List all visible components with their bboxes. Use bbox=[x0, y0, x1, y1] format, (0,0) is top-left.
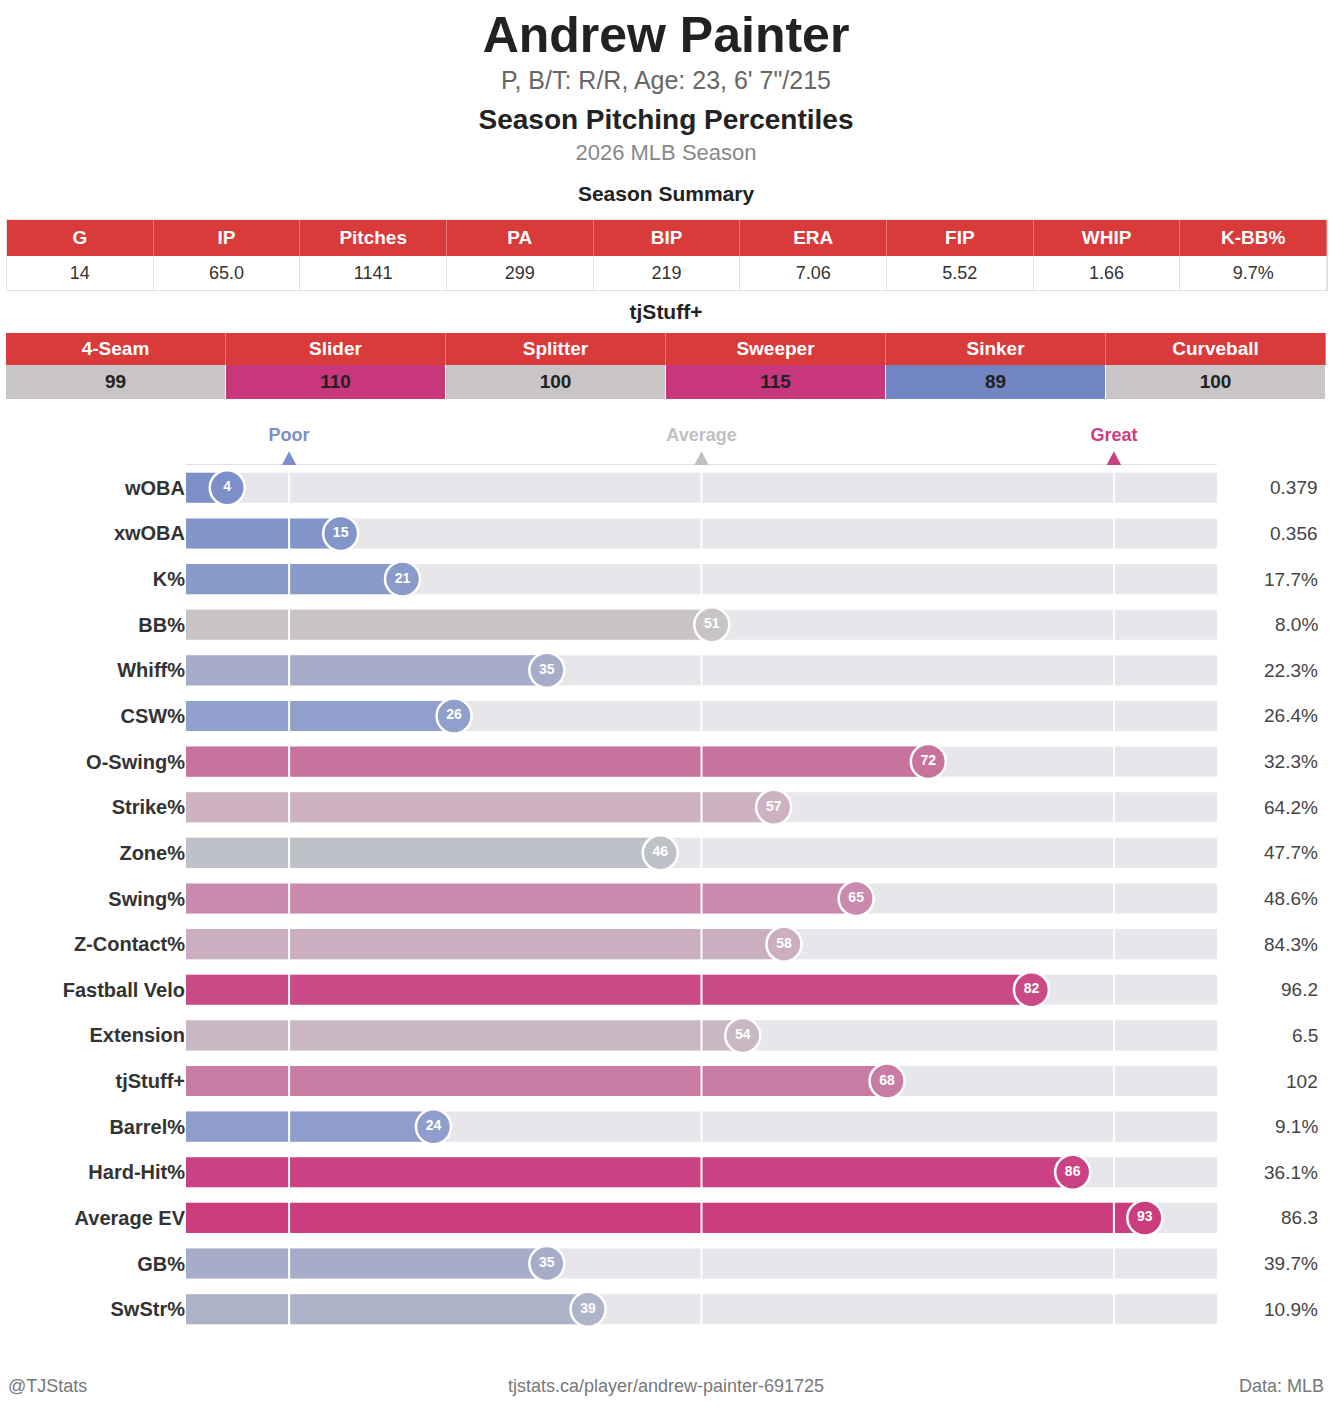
svg-text:K%: K% bbox=[153, 568, 185, 590]
html-text:2026 MLB Season: 2026 MLB Season bbox=[575, 140, 757, 165]
svg-text:Strike%: Strike% bbox=[112, 796, 186, 818]
svg-text:58: 58 bbox=[776, 935, 792, 951]
html-text:Season Pitching Percentiles: Season Pitching Percentiles bbox=[478, 104, 854, 135]
svg-text:6.5: 6.5 bbox=[1292, 1025, 1318, 1046]
html-text:Sinker: Sinker bbox=[966, 338, 1025, 359]
svg-text:93: 93 bbox=[1137, 1208, 1153, 1224]
svg-text:47.7%: 47.7% bbox=[1264, 842, 1318, 863]
html-text:14: 14 bbox=[69, 262, 90, 283]
svg-text:86.3: 86.3 bbox=[1281, 1207, 1318, 1228]
html-text:7.06: 7.06 bbox=[795, 262, 831, 283]
html-text:ERA: ERA bbox=[793, 227, 834, 248]
svg-text:GB%: GB% bbox=[137, 1253, 185, 1275]
svg-text:Swing%: Swing% bbox=[108, 888, 185, 910]
html-text:Andrew Painter: Andrew Painter bbox=[482, 7, 850, 63]
html-text:100: 100 bbox=[539, 371, 572, 392]
svg-text:26.4%: 26.4% bbox=[1264, 705, 1318, 726]
svg-text:Great: Great bbox=[1090, 425, 1137, 445]
svg-text:39.7%: 39.7% bbox=[1264, 1253, 1318, 1274]
svg-text:CSW%: CSW% bbox=[121, 705, 186, 727]
svg-text:Fastball Velo: Fastball Velo bbox=[63, 979, 185, 1001]
svg-text:46: 46 bbox=[652, 843, 668, 859]
svg-text:21: 21 bbox=[395, 570, 411, 586]
svg-text:54: 54 bbox=[735, 1026, 751, 1042]
html-text:1.66: 1.66 bbox=[1089, 262, 1125, 283]
svg-text:48.6%: 48.6% bbox=[1264, 888, 1318, 909]
svg-text:26: 26 bbox=[446, 706, 462, 722]
html-text:@TJStats: @TJStats bbox=[8, 1376, 88, 1396]
svg-text:Hard-Hit%: Hard-Hit% bbox=[88, 1161, 185, 1183]
svg-text:84.3%: 84.3% bbox=[1264, 934, 1318, 955]
svg-text:35: 35 bbox=[539, 1254, 555, 1270]
svg-text:86: 86 bbox=[1065, 1163, 1081, 1179]
html-text:WHIP: WHIP bbox=[1081, 227, 1132, 248]
svg-text:68: 68 bbox=[879, 1072, 895, 1088]
html-text:89: 89 bbox=[984, 371, 1007, 392]
html-text:219: 219 bbox=[651, 262, 682, 283]
svg-text:BB%: BB% bbox=[138, 614, 185, 636]
html-text:110: 110 bbox=[320, 371, 351, 392]
html-text:IP: IP bbox=[217, 227, 236, 248]
svg-text:Zone%: Zone% bbox=[119, 842, 185, 864]
html-text:65.0: 65.0 bbox=[209, 262, 244, 283]
svg-text:32.3%: 32.3% bbox=[1264, 751, 1318, 772]
html-text:Sweeper: Sweeper bbox=[736, 338, 815, 359]
svg-text:36.1%: 36.1% bbox=[1264, 1162, 1318, 1183]
html-text:tjstats.ca/player/andrew-paint: tjstats.ca/player/andrew-painter-691725 bbox=[507, 1376, 825, 1396]
svg-text:Average: Average bbox=[666, 425, 736, 445]
html-text:PA: PA bbox=[507, 227, 533, 248]
svg-text:SwStr%: SwStr% bbox=[111, 1298, 186, 1320]
html-text:tjStuff+: tjStuff+ bbox=[629, 300, 703, 323]
svg-text:8.0%: 8.0% bbox=[1275, 614, 1318, 635]
svg-text:O-Swing%: O-Swing% bbox=[86, 751, 185, 773]
html-text:Curveball: Curveball bbox=[1172, 338, 1259, 359]
html-text:4-Seam: 4-Seam bbox=[81, 338, 150, 359]
svg-text:96.2: 96.2 bbox=[1281, 979, 1318, 1000]
svg-text:10.9%: 10.9% bbox=[1264, 1299, 1318, 1320]
html-text:FIP: FIP bbox=[945, 227, 975, 248]
svg-text:57: 57 bbox=[766, 798, 782, 814]
svg-text:72: 72 bbox=[921, 752, 937, 768]
svg-text:9.1%: 9.1% bbox=[1275, 1116, 1318, 1137]
svg-text:xwOBA: xwOBA bbox=[114, 522, 185, 544]
svg-text:Whiff%: Whiff% bbox=[117, 659, 185, 681]
svg-text:Average EV: Average EV bbox=[75, 1207, 186, 1229]
svg-text:4: 4 bbox=[223, 478, 231, 494]
html-text:G: G bbox=[72, 227, 88, 248]
html-text:P, B/T: R/R, Age: 23, 6' 7"/21: P, B/T: R/R, Age: 23, 6' 7"/215 bbox=[501, 66, 831, 94]
html-text:Splitter: Splitter bbox=[522, 338, 589, 359]
svg-text:51: 51 bbox=[704, 615, 720, 631]
svg-text:82: 82 bbox=[1024, 980, 1040, 996]
svg-text:102: 102 bbox=[1286, 1071, 1318, 1092]
svg-text:24: 24 bbox=[426, 1117, 442, 1133]
svg-text:35: 35 bbox=[539, 661, 555, 677]
svg-text:Z-Contact%: Z-Contact% bbox=[74, 933, 185, 955]
svg-text:Poor: Poor bbox=[269, 425, 310, 445]
svg-text:22.3%: 22.3% bbox=[1264, 660, 1318, 681]
svg-text:0.356: 0.356 bbox=[1270, 523, 1318, 544]
svg-text:0.379: 0.379 bbox=[1270, 477, 1318, 498]
svg-text:tjStuff+: tjStuff+ bbox=[116, 1070, 185, 1092]
html-text:1141: 1141 bbox=[353, 262, 393, 283]
html-text:Data: MLB: Data: MLB bbox=[1239, 1376, 1324, 1396]
html-text:99: 99 bbox=[104, 371, 127, 392]
html-text:Slider: Slider bbox=[309, 338, 362, 359]
svg-text:17.7%: 17.7% bbox=[1264, 569, 1318, 590]
svg-text:Barrel%: Barrel% bbox=[109, 1116, 185, 1138]
svg-text:64.2%: 64.2% bbox=[1264, 797, 1318, 818]
svg-text:15: 15 bbox=[333, 524, 349, 540]
html-text:299: 299 bbox=[504, 262, 535, 283]
html-text:K-BB%: K-BB% bbox=[1221, 227, 1286, 248]
svg-text:39: 39 bbox=[580, 1300, 596, 1316]
html-text:100: 100 bbox=[1199, 371, 1232, 392]
svg-text:wOBA: wOBA bbox=[124, 477, 185, 499]
html-text:Season Summary: Season Summary bbox=[577, 182, 755, 205]
svg-text:Extension: Extension bbox=[89, 1024, 185, 1046]
html-text:Pitches: Pitches bbox=[339, 227, 407, 248]
html-text:9.7%: 9.7% bbox=[1232, 262, 1274, 283]
html-text:BIP: BIP bbox=[650, 227, 683, 248]
html-text:5.52: 5.52 bbox=[942, 262, 978, 283]
svg-text:65: 65 bbox=[848, 889, 864, 905]
html-text:115: 115 bbox=[760, 371, 791, 392]
